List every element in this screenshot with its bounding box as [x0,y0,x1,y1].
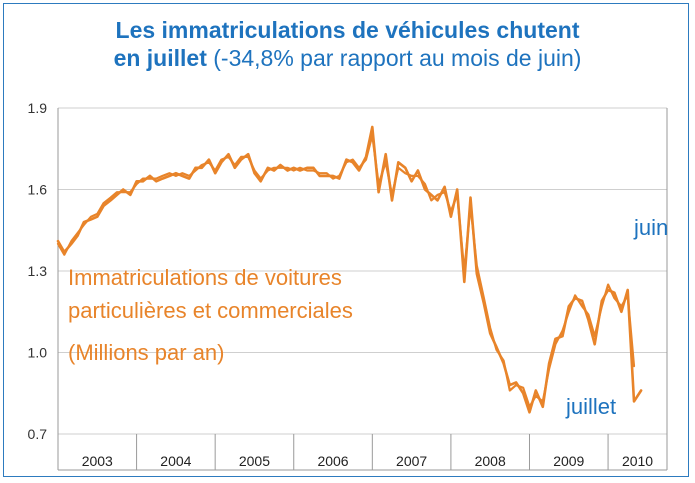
juillet-annotation: juillet [565,394,616,419]
x-tick-label: 2005 [239,453,270,469]
y-axis: 1.9 1.6 1.3 1.0 0.7 [28,100,668,470]
x-tick-label: 2003 [82,453,113,469]
x-tick-label: 2009 [553,453,584,469]
y-tick-label: 0.7 [28,426,48,442]
y-tick-label: 1.9 [28,100,48,116]
annotations: Immatriculations de voitures particulièr… [68,215,668,419]
y-tick-label: 1.6 [28,182,48,198]
chart-title: Les immatriculations de véhicules chuten… [0,16,695,72]
x-tick-label: 2006 [317,453,348,469]
x-tick-label: 2007 [396,453,427,469]
y-tick-label: 1.0 [28,345,48,361]
series-lines [56,125,643,414]
series-annotation-line-2: particulières et commerciales [68,298,353,323]
gridlines [58,107,667,435]
title-line-1: Les immatriculations de véhicules chuten… [115,17,580,43]
juin-annotation: juin [633,215,668,240]
x-tick-label: 2004 [160,453,191,469]
x-tick-label: 2010 [622,453,653,469]
series-line [56,134,636,408]
y-tick-label: 1.3 [28,263,48,279]
title-line-2-rest: (-34,8% par rapport au mois de juin) [213,45,582,71]
x-tick-label: 2008 [475,453,506,469]
x-axis: 2003 2004 2005 2006 2007 2008 2009 2010 [58,434,667,471]
series-annotation-line-1: Immatriculations de voitures [68,265,342,290]
title-line-2-bold: en juillet [113,45,207,71]
series-annotation-line-3: (Millions par an) [68,340,225,365]
chart-frame [3,3,689,477]
